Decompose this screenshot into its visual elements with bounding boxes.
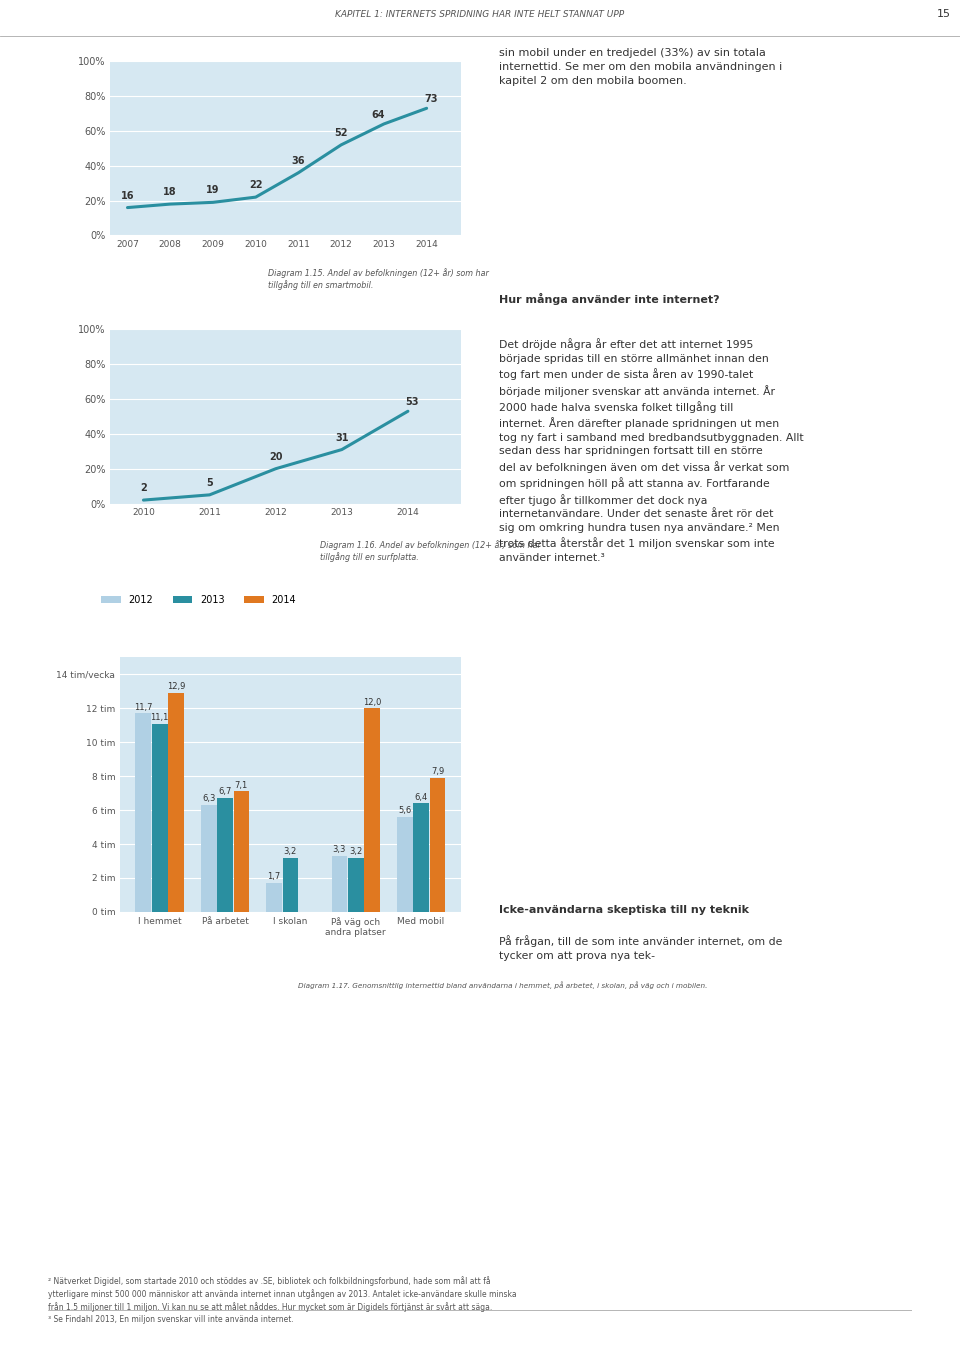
Text: Hur många använder inte internet i hemmet?: Hur många använder inte internet i hemme…: [516, 727, 800, 739]
Text: Hur har internettiden på olika platser
förändrats 2011–2014?: Hur har internettiden på olika platser f…: [56, 973, 277, 998]
Text: 20: 20: [269, 452, 282, 461]
Text: 29%: 29%: [651, 267, 681, 279]
Text: 1,7: 1,7: [268, 872, 280, 882]
Bar: [414, 803, 429, 912]
Text: 2014: 2014: [516, 267, 548, 279]
Text: 2: 2: [140, 483, 147, 493]
Text: 52: 52: [334, 128, 348, 137]
Text: 2013: 2013: [516, 849, 544, 859]
Text: 1,5 miljoner: 1,5 miljoner: [620, 761, 695, 770]
Bar: [217, 798, 233, 912]
Text: 25%: 25%: [651, 234, 681, 248]
Text: 18: 18: [163, 188, 177, 197]
Text: 64: 64: [372, 110, 385, 120]
Text: 22: 22: [249, 180, 262, 191]
Text: Diagram 1.15. Andel av befolkningen (12+ år) som har
tillgång till en smartmobil: Diagram 1.15. Andel av befolkningen (12+…: [268, 268, 489, 290]
Text: 2012: 2012: [516, 819, 544, 830]
Text: 6,7: 6,7: [218, 788, 231, 796]
Bar: [282, 857, 299, 912]
Bar: [135, 713, 151, 912]
Text: 53: 53: [405, 397, 419, 407]
Text: Diagram 1.17. Genomsnittlig internettid bland användarna i hemmet, på arbetet, i: Diagram 1.17. Genomsnittlig internettid …: [299, 981, 708, 989]
Bar: [331, 856, 348, 912]
Text: 6,4: 6,4: [415, 792, 428, 802]
Text: Hur många använder inte internet?: Hur många använder inte internet?: [499, 293, 720, 305]
Text: 1,3 miljoner: 1,3 miljoner: [620, 791, 695, 800]
Text: 1,0 miljoner: 1,0 miljoner: [620, 879, 695, 889]
Text: 3,2: 3,2: [284, 847, 297, 856]
Text: 11,1: 11,1: [151, 713, 169, 721]
Text: 5: 5: [206, 478, 213, 487]
Text: 15: 15: [936, 10, 950, 19]
Bar: [430, 778, 445, 912]
Text: 12,9: 12,9: [167, 682, 185, 691]
Text: 2011: 2011: [516, 791, 544, 800]
Bar: [364, 708, 380, 912]
Text: Det dröjde några år efter det att internet 1995
började spridas till en större a: Det dröjde några år efter det att intern…: [499, 339, 804, 562]
Text: 11,7: 11,7: [134, 702, 153, 712]
Text: Hur många har tillgång till
en smartmobil?: Hur många har tillgång till en smartmobi…: [57, 264, 232, 295]
Text: ² Nätverket Digidel, som startade 2010 och stöddes av .SE, bibliotek och folkbil: ² Nätverket Digidel, som startade 2010 o…: [48, 1277, 516, 1324]
Text: 3,2: 3,2: [349, 847, 362, 856]
Text: 16: 16: [121, 191, 134, 200]
Text: Icke-användarna skeptiska till ny teknik: Icke-användarna skeptiska till ny teknik: [499, 905, 749, 915]
Text: 7,9: 7,9: [431, 768, 444, 776]
Text: Diagram 1.16. Andel av befolkningen (12+ år) som har
tillgång till en surfplatta: Diagram 1.16. Andel av befolkningen (12+…: [321, 540, 541, 562]
Text: 19: 19: [206, 185, 220, 196]
Text: 6,3: 6,3: [202, 795, 215, 803]
Text: På frågan, till de som inte använder internet, om de
tycker om att prova nya tek: På frågan, till de som inte använder int…: [499, 935, 782, 961]
Text: 2011: 2011: [516, 201, 548, 215]
Bar: [266, 883, 282, 912]
Bar: [201, 804, 217, 912]
Text: 8%: 8%: [651, 201, 672, 215]
Text: 7,1: 7,1: [235, 781, 248, 789]
Text: 1,2 miljoner: 1,2 miljoner: [620, 819, 695, 830]
Text: 36: 36: [292, 155, 305, 166]
Text: Hur många har tillgång till en surfplatta?: Hur många har tillgång till en surfplatt…: [56, 544, 329, 558]
Text: 2010: 2010: [516, 761, 544, 770]
Text: 5,6: 5,6: [398, 806, 412, 815]
Bar: [168, 693, 184, 912]
Text: Andel mobiltid av den totala internettiden:: Andel mobiltid av den totala internettid…: [516, 167, 785, 177]
Text: 3,3: 3,3: [333, 845, 347, 855]
Bar: [348, 857, 364, 912]
Legend: 2012, 2013, 2014: 2012, 2013, 2014: [98, 591, 300, 608]
Text: 1,1 miljoner: 1,1 miljoner: [620, 849, 695, 859]
Text: 2013: 2013: [516, 234, 548, 248]
Bar: [233, 791, 250, 912]
Text: 31: 31: [335, 433, 348, 442]
Text: 73: 73: [424, 94, 438, 103]
Text: sin mobil under en tredjedel (33%) av sin totala
internettid. Se mer om den mobi: sin mobil under en tredjedel (33%) av si…: [499, 48, 782, 86]
Bar: [152, 724, 167, 912]
Bar: [396, 817, 413, 912]
Text: KAPITEL 1: INTERNETS SPRIDNING HAR INTE HELT STANNAT UPP: KAPITEL 1: INTERNETS SPRIDNING HAR INTE …: [335, 10, 625, 19]
Text: 2014: 2014: [516, 879, 544, 889]
Text: 12,0: 12,0: [363, 698, 381, 706]
